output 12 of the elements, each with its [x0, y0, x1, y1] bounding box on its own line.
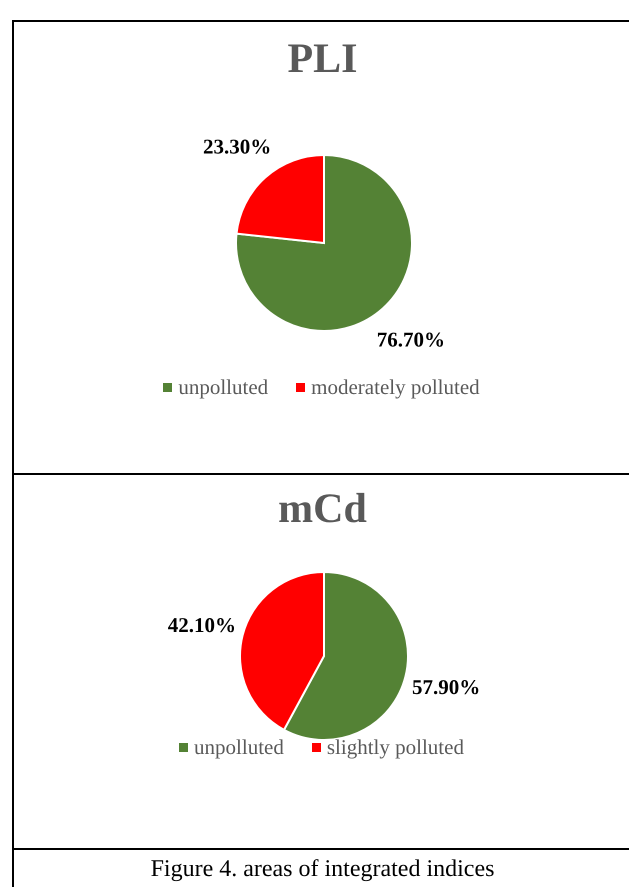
data-label: 57.90% — [412, 674, 480, 699]
legend-label: unpolluted — [178, 375, 268, 400]
legend-label: unpolluted — [194, 735, 284, 760]
data-label: 76.70% — [376, 328, 446, 352]
chart-title: PLI — [286, 35, 358, 83]
legend-label: moderately polluted — [311, 375, 480, 400]
caption: Figure 4. areas of integrated indices — [150, 855, 496, 884]
data-label: 23.30% — [202, 134, 272, 158]
legend-label: slightly polluted — [326, 735, 464, 760]
pie-slice — [235, 154, 413, 332]
chart-title: mCd — [277, 485, 368, 533]
data-label: 42.10% — [168, 613, 236, 638]
